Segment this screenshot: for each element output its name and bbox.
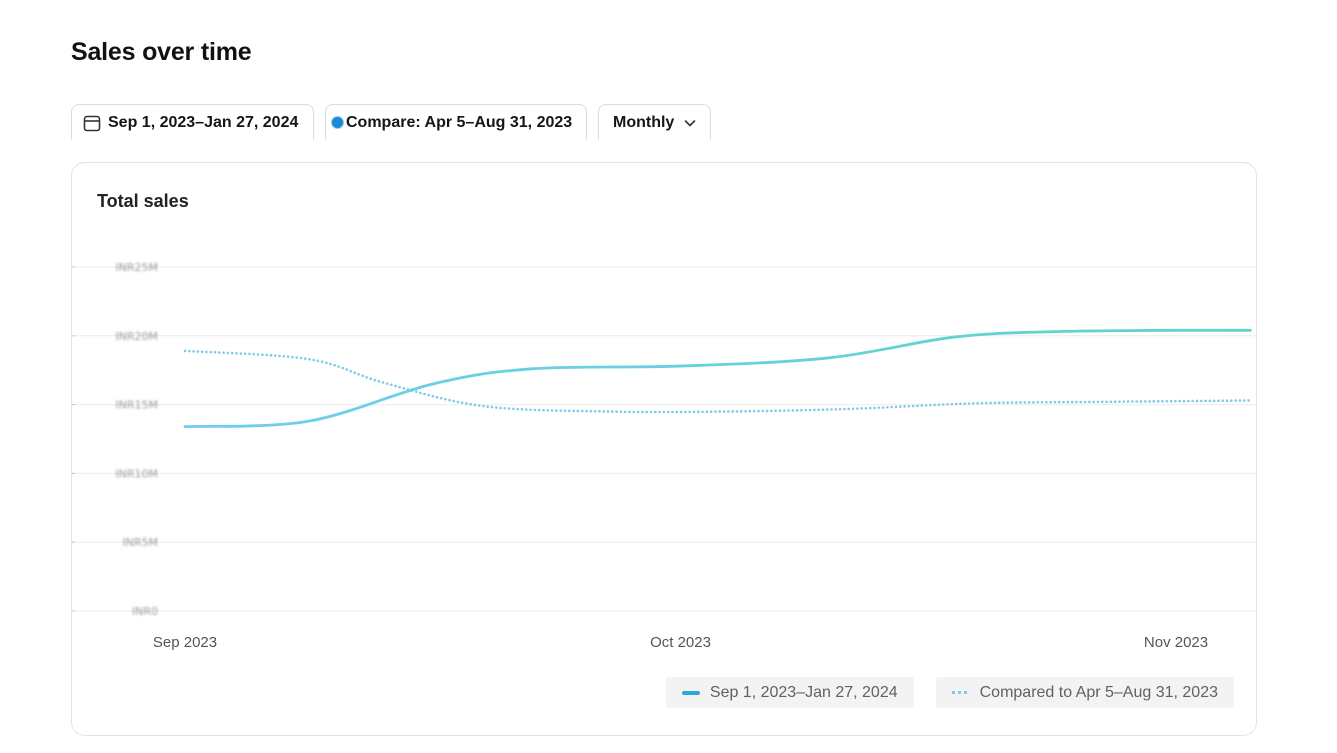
x-tick-label: Nov 2023 (1144, 634, 1208, 651)
date-range-label: Sep 1, 2023–Jan 27, 2024 (108, 113, 299, 131)
y-tick-label: INR25M (115, 261, 158, 274)
chevron-down-icon (682, 115, 698, 131)
series-line-compare (183, 349, 1252, 414)
x-tick-label: Sep 2023 (153, 634, 217, 651)
compare-dot-icon (332, 117, 343, 128)
period-select[interactable]: Monthly (598, 104, 711, 140)
y-tick-label: INR10M (115, 467, 158, 480)
date-range-button[interactable]: Sep 1, 2023–Jan 27, 2024 (71, 104, 314, 140)
chart-legend: Sep 1, 2023–Jan 27, 2024 Compared to Apr… (665, 677, 1234, 708)
y-tick-label: INR5M (122, 536, 158, 549)
legend-label-compare: Compared to Apr 5–Aug 31, 2023 (979, 683, 1218, 701)
calendar-icon (82, 113, 102, 133)
page-title: Sales over time (71, 38, 252, 66)
series-line-current (183, 328, 1252, 429)
legend-item-compare[interactable]: Compared to Apr 5–Aug 31, 2023 (935, 677, 1234, 708)
x-tick-label: Oct 2023 (650, 634, 711, 651)
sales-line-chart: INR25M INR20M INR15M INR10M INR5M INR0 Sep 20… (72, 261, 1256, 651)
y-tick-label: INR0 (132, 605, 158, 618)
legend-label-current: Sep 1, 2023–Jan 27, 2024 (709, 683, 898, 701)
legend-solid-swatch (681, 690, 700, 695)
period-label: Monthly (613, 113, 675, 131)
total-sales-card: Total sales INR25M INR20M INR15M INR10M INR5… (71, 162, 1257, 736)
compare-label: Compare: Apr 5–Aug 31, 2023 (346, 113, 573, 131)
y-tick-label: INR20M (115, 330, 158, 343)
compare-button[interactable]: Compare: Apr 5–Aug 31, 2023 (325, 104, 587, 140)
filter-toolbar: Sep 1, 2023–Jan 27, 2024 Compare: Apr 5–… (71, 104, 711, 140)
legend-item-current[interactable]: Sep 1, 2023–Jan 27, 2024 (665, 677, 914, 708)
y-tick-label: INR15M (115, 399, 158, 412)
card-title: Total sales (97, 191, 189, 211)
legend-dotted-swatch (951, 691, 970, 694)
